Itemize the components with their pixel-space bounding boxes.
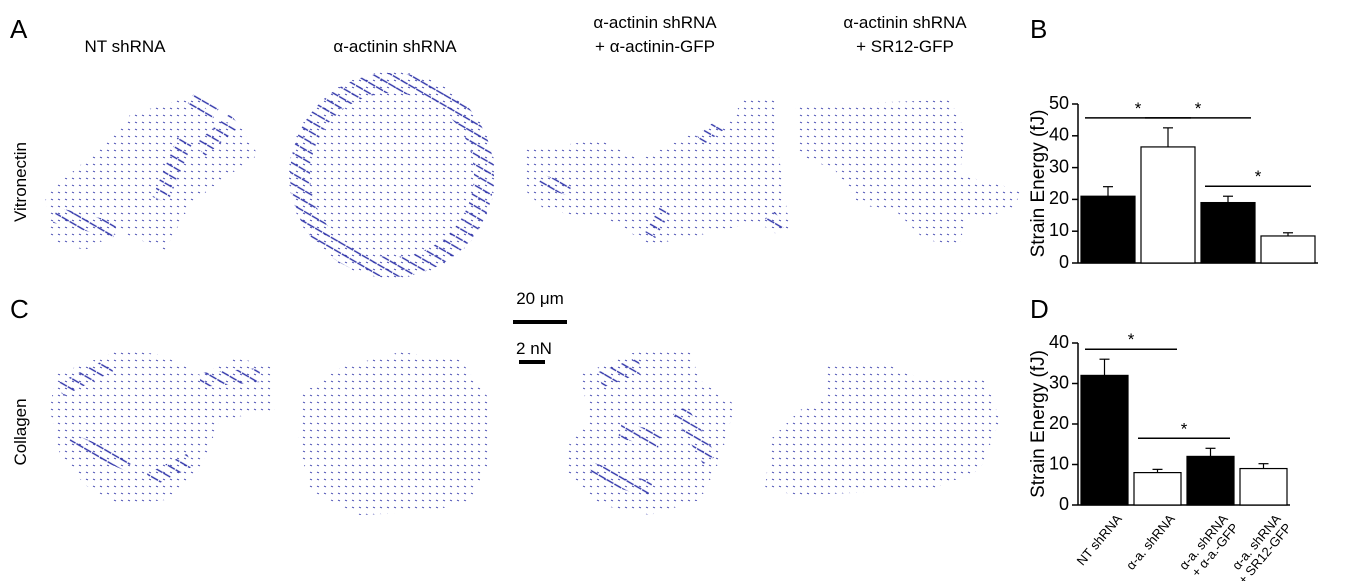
row-label: Collagen [11,398,30,465]
bar [1201,203,1255,263]
column-title: α-actinin shRNA [843,13,967,32]
y-tick-label: 20 [1049,188,1069,208]
x-tick-label-line: α-a. shRNA [1123,511,1178,573]
panel-label: C [10,294,29,324]
bar [1240,469,1287,505]
y-axis-label: Strain Energy (fJ) [1028,110,1049,258]
x-tick-label: α-a. shRNA [1123,511,1178,573]
column-title: + SR12-GFP [856,37,954,56]
column-title: NT shRNA [85,37,167,56]
scale-label: 20 μm [516,289,564,308]
significance-star: * [1195,99,1202,118]
column-title: α-actinin shRNA [333,37,457,56]
y-tick-label: 40 [1049,125,1069,145]
panel-label: A [10,14,28,44]
y-tick-label: 20 [1049,413,1069,433]
figure: A B C D NT shRNA α-actinin shRNA α-actin… [0,0,1345,581]
significance-star: * [1255,167,1262,186]
y-tick-label: 10 [1049,220,1069,240]
y-tick-label: 0 [1059,252,1069,272]
panel-label: D [1030,294,1049,324]
traction-map [298,352,490,515]
y-tick-label: 0 [1059,494,1069,514]
column-title: + α-actinin-GFP [595,37,715,56]
x-tick-label: NT shRNA [1074,511,1125,568]
significance-star: * [1128,330,1135,349]
significance-star: * [1135,99,1142,118]
significance-star: * [1181,419,1188,438]
column-title: α-actinin shRNA [593,13,717,32]
bar [1141,147,1195,263]
y-tick-label: 30 [1049,372,1069,392]
bar [1261,236,1315,263]
bar [1081,196,1135,263]
bar [1081,375,1128,505]
traction-map [765,362,1000,495]
y-tick-label: 10 [1049,453,1069,473]
y-axis-label: Strain Energy (fJ) [1028,350,1049,498]
y-tick-label: 50 [1049,93,1069,113]
scale-label: 2 nN [516,339,552,358]
x-tick-label: α-a. shRNA+ α-a.-GFP [1176,511,1242,581]
x-tick-label: α-a. shRNA+ SR12-GFP [1224,511,1294,581]
bar [1187,456,1234,505]
bar [1134,473,1181,505]
traction-map [795,100,1020,245]
row-label: Vitronectin [11,142,30,222]
panel-label: B [1030,14,1047,44]
y-tick-label: 30 [1049,156,1069,176]
y-tick-label: 40 [1049,332,1069,352]
x-tick-label-line: NT shRNA [1074,511,1125,568]
